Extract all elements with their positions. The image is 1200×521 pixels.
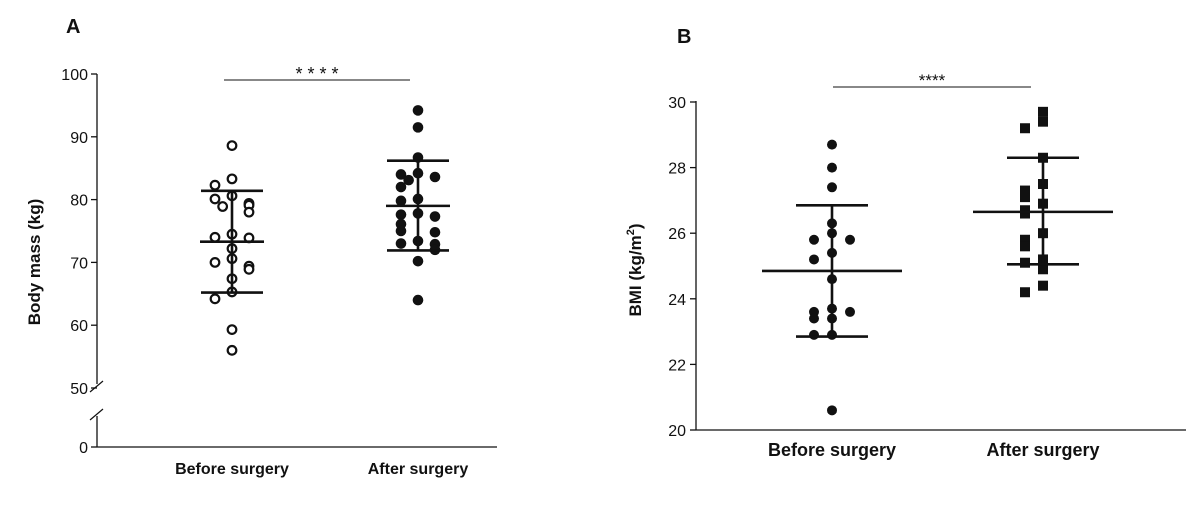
panel-b-data-point bbox=[827, 182, 837, 193]
panel-a-data-point bbox=[403, 174, 414, 186]
panel-b-data-point bbox=[827, 162, 837, 173]
panel-b-data-point bbox=[1020, 192, 1030, 203]
panel-a-data-point bbox=[209, 293, 221, 305]
panel-b-data-point bbox=[1020, 241, 1030, 252]
panel-b-data-point bbox=[1038, 264, 1048, 275]
panel-a-y-axis-label: Body mass (kg) bbox=[25, 199, 44, 326]
panel-a-axis-break-mark bbox=[89, 408, 104, 421]
panel-a-data-point bbox=[412, 105, 424, 116]
panel-a-data-point bbox=[226, 173, 238, 185]
panel-a-plot: 0 50 60 70 80 90 100 Before surgery After surger… bbox=[61, 64, 497, 478]
panel-b-y-axis-label-close: ) bbox=[626, 223, 645, 229]
panel-a-data-point bbox=[395, 225, 407, 237]
panel-b-data-point bbox=[809, 234, 819, 245]
panel-a-data-point bbox=[395, 169, 407, 180]
panel-a-data-point bbox=[209, 257, 221, 268]
panel-b-data-point bbox=[827, 139, 837, 150]
panel-b-y-tick-label: 20 bbox=[668, 423, 686, 440]
panel-a-data-point bbox=[217, 201, 229, 212]
panel-a-significance-label: * * * * bbox=[295, 64, 338, 84]
panel-b-y-tick-label: 30 bbox=[668, 95, 686, 112]
panel-a-data-point bbox=[412, 294, 424, 306]
panel-b-data-point bbox=[1020, 287, 1030, 298]
panel-b-data-point bbox=[809, 329, 819, 340]
panel-b-y-axis-label-sup: 2 bbox=[625, 229, 637, 235]
panel-a-data-point bbox=[209, 193, 221, 205]
panel-b-x-category-label: After surgery bbox=[986, 440, 1099, 460]
panel-a-data-point bbox=[429, 171, 441, 183]
panel-b-data-point bbox=[1020, 185, 1030, 196]
panel-a-axis-break-mark bbox=[89, 380, 104, 393]
panel-b-data-point bbox=[1038, 106, 1048, 117]
panel-b-data-point bbox=[1038, 116, 1048, 127]
panel-b-data-point bbox=[809, 254, 819, 265]
panel-b-data-point bbox=[827, 405, 837, 416]
panel-a-data-point bbox=[429, 226, 441, 238]
panel-b-data-point bbox=[845, 234, 855, 245]
panel-b-significance-label: **** bbox=[919, 71, 946, 90]
panel-a-data-point bbox=[209, 179, 221, 191]
panel-a-data-point bbox=[395, 209, 407, 220]
panel-a-y-tick-label: 50 bbox=[70, 381, 88, 398]
panel-b-letter: B bbox=[677, 26, 691, 48]
panel-b-data-point bbox=[809, 313, 819, 324]
panel-a-data-point bbox=[226, 344, 238, 356]
panel-a-y-tick-label: 60 bbox=[70, 318, 88, 335]
panel-b-y-tick-label: 22 bbox=[668, 357, 686, 374]
panel-a-data-point bbox=[209, 231, 221, 243]
panel-b-data-point bbox=[1038, 280, 1048, 291]
panel-a-y-tick-label: 0 bbox=[79, 440, 88, 457]
panel-b-y-axis-label-main: BMI (kg/m bbox=[626, 235, 645, 316]
panel-a-data-point bbox=[412, 255, 424, 267]
panel-a-data-point bbox=[226, 324, 238, 335]
panel-a-data-point bbox=[395, 181, 407, 193]
panel-b-y-tick-label: 24 bbox=[668, 292, 686, 309]
panel-a-data-point bbox=[412, 122, 424, 133]
panel-a-data-point bbox=[243, 206, 255, 218]
panel-b-y-tick-label: 28 bbox=[668, 161, 686, 178]
panel-b-data-point bbox=[1020, 257, 1030, 268]
panel-a-x-category-label: After surgery bbox=[368, 461, 469, 478]
panel-b-x-category-label: Before surgery bbox=[768, 440, 896, 460]
panel-a-y-tick-label: 90 bbox=[70, 130, 88, 147]
panel-b-plot: 20 22 24 26 28 30 Before surgery After surgery *… bbox=[668, 71, 1186, 460]
panel-a-data-point bbox=[429, 211, 441, 222]
panel-a-letter: A bbox=[66, 16, 80, 38]
panel-a-x-category-label: Before surgery bbox=[175, 461, 289, 478]
panel-b-data-point bbox=[1020, 123, 1030, 134]
panel-a-data-point bbox=[243, 263, 255, 275]
panel-b-y-axis-label: BMI (kg/m2) bbox=[625, 223, 645, 316]
panel-a-data-point bbox=[226, 140, 238, 151]
panel-b-data-point bbox=[1020, 234, 1030, 245]
panel-a-data-point bbox=[395, 195, 407, 207]
panel-a-y-tick-label: 80 bbox=[70, 193, 88, 210]
panel-a-y-tick-label: 70 bbox=[70, 255, 88, 272]
panel-b-data-point bbox=[845, 306, 855, 317]
panel-b-data-point bbox=[1020, 208, 1030, 219]
panel-a-y-tick-label: 100 bbox=[61, 67, 88, 84]
panel-b-y-tick-label: 26 bbox=[668, 226, 686, 243]
panel-a-data-point bbox=[395, 238, 407, 249]
